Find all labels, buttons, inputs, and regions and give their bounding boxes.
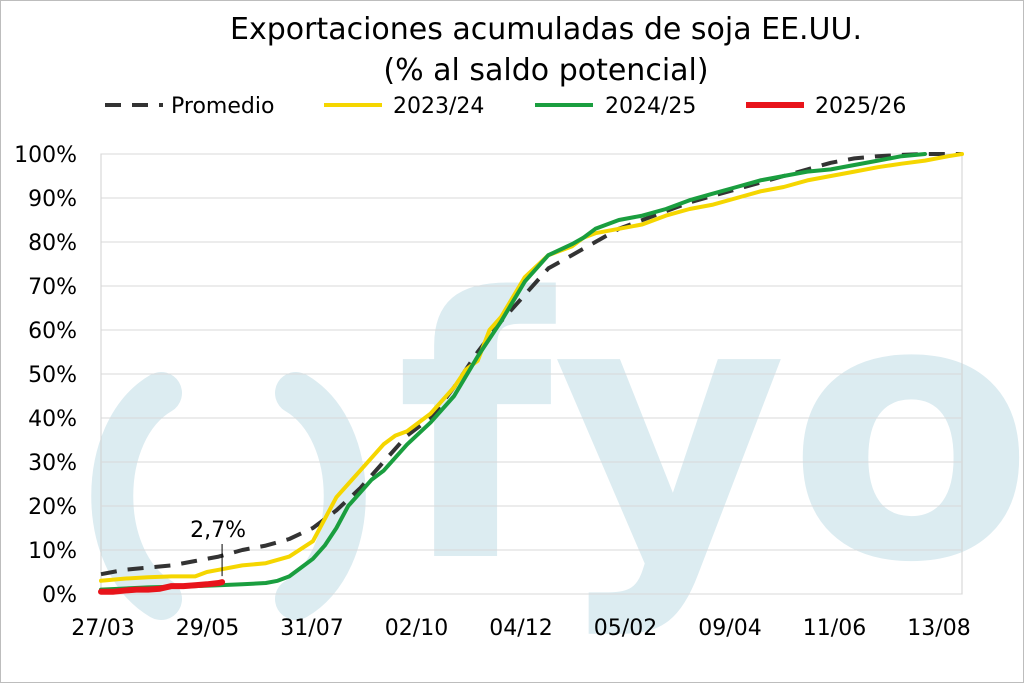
legend-label: Promedio [171,94,274,119]
x-tick-label: 13/08 [907,616,970,641]
y-tick-label: 40% [28,407,77,432]
series-line-2024-25 [99,152,927,592]
y-tick-label: 80% [28,231,77,256]
y-tick-label: 70% [28,275,77,300]
y-tick-label: 0% [42,583,77,608]
annotation-layer: 2,7% [190,518,246,577]
y-tick-label: 100% [14,143,77,168]
y-tick-label: 60% [28,319,77,344]
x-axis-tick-labels: 27/03 29/05 31/07 02/10 04/12 05/02 09/04 11/06… [71,616,970,641]
chart-title: Exportaciones acumuladas de soja EE.UU. [230,12,862,47]
y-tick-label: 30% [28,451,77,476]
y-axis-tick-labels: 0% 10% 20% 30% 40% 50% 60% 70% 80% 90% 100% [14,143,77,608]
annotation-label: 2,7% [190,518,246,543]
x-tick-label: 05/02 [594,616,657,641]
y-tick-label: 50% [28,363,77,388]
series-layer [98,152,964,595]
x-tick-label: 09/04 [698,616,761,641]
x-tick-label: 04/12 [489,616,552,641]
chart-subtitle: (% al saldo potencial) [383,53,708,88]
svg-text:fyo: fyo [396,222,1023,641]
x-tick-label: 31/07 [280,616,343,641]
fyo-watermark-logo: fyo [91,222,1024,641]
x-tick-label: 27/03 [71,616,134,641]
y-tick-label: 90% [28,187,77,212]
series-line-2025-26 [98,579,226,595]
x-tick-label: 29/05 [176,616,239,641]
y-tick-label: 20% [28,495,77,520]
legend-label: 2023/24 [393,94,484,119]
series-line-2023-24 [99,152,964,583]
legend-label: 2025/26 [815,94,906,119]
legend-label: 2024/25 [605,94,696,119]
x-tick-label: 02/10 [385,616,448,641]
chart-legend: Promedio 2023/24 2024/25 2025/26 [105,94,906,119]
y-tick-label: 10% [28,539,77,564]
series-line-promedio [100,152,962,577]
plot-area: 0%10%20%30%40%50%60%70%80%90%100% 27/03 2… [14,143,971,641]
x-tick-label: 11/06 [803,616,866,641]
